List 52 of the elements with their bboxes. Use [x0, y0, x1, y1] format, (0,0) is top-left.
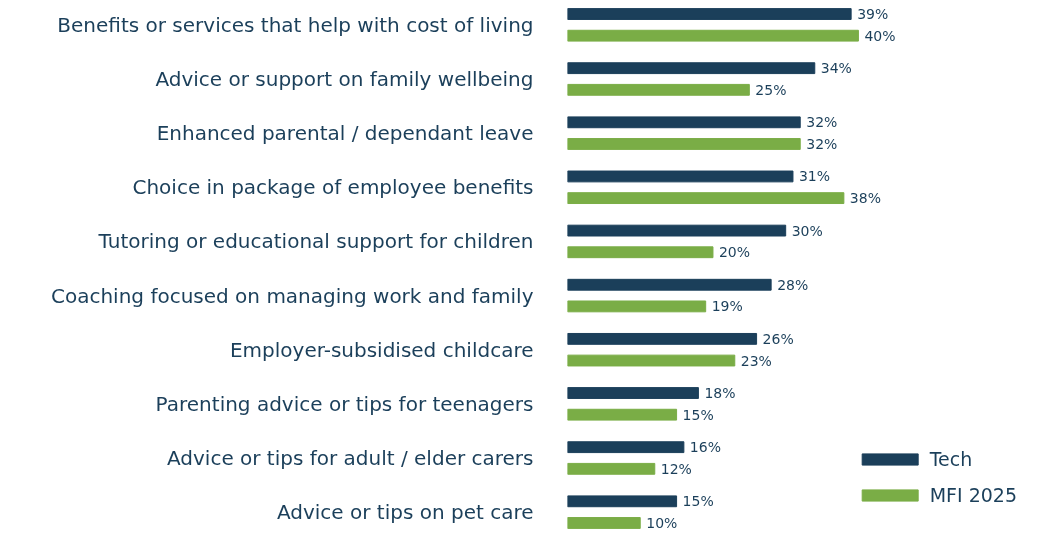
data-label: 18% [704, 385, 736, 402]
y-tick-label: Employer-subsidised childcare [229, 337, 534, 362]
bar [567, 62, 816, 75]
data-label: 19% [711, 298, 743, 315]
y-tick-label: Parenting advice or tips for teenagers [155, 391, 534, 416]
y-tick-label: Advice or tips for adult / elder carers [166, 445, 534, 470]
y-tick-label: Advice or support on family wellbeing [155, 67, 534, 92]
bar [567, 83, 750, 96]
y-tick-label: Benefits or services that help with cost of living [57, 12, 534, 37]
data-label: 20% [718, 244, 751, 261]
bar [567, 192, 845, 205]
data-label: 31% [798, 168, 831, 185]
bar [567, 116, 801, 129]
bar [567, 300, 707, 313]
bar [567, 441, 685, 454]
data-label: 39% [857, 6, 889, 23]
bar [567, 354, 736, 367]
y-tick-label: Choice in package of employee benefits [132, 175, 534, 200]
y-tick-label: Coaching focused on managing work and family [50, 283, 534, 308]
data-label: 23% [740, 352, 772, 369]
bar [567, 278, 772, 291]
data-label: 10% [646, 514, 678, 531]
bar [567, 495, 678, 508]
y-tick-label: Advice or tips on pet care [276, 500, 534, 525]
legend-label: Tech [929, 448, 973, 470]
bar [567, 517, 641, 529]
data-label: 32% [806, 135, 838, 152]
legend-label: MFI 2025 [929, 484, 1017, 506]
data-label: 15% [682, 493, 714, 510]
data-label: 38% [849, 190, 881, 207]
data-label: 40% [864, 27, 896, 44]
bar [567, 408, 678, 421]
bar [567, 246, 714, 259]
bar [567, 29, 859, 42]
bar [567, 170, 794, 183]
bar [567, 387, 699, 399]
bar [567, 332, 758, 345]
data-label: 30% [791, 222, 823, 239]
data-label: 32% [806, 114, 838, 131]
data-label: 26% [762, 330, 794, 347]
data-label: 34% [820, 60, 852, 77]
data-label: 28% [777, 276, 809, 293]
y-tick-label: Tutoring or educational support for children [97, 229, 534, 254]
data-label: 12% [660, 460, 692, 477]
y-tick-label: Enhanced parental / dependant leave [156, 121, 534, 146]
bar [567, 224, 787, 237]
data-label: 25% [755, 81, 787, 98]
data-label: 15% [682, 406, 714, 423]
bar [567, 8, 852, 20]
data-label: 16% [689, 439, 721, 456]
bar [567, 462, 656, 475]
bar [567, 138, 801, 150]
